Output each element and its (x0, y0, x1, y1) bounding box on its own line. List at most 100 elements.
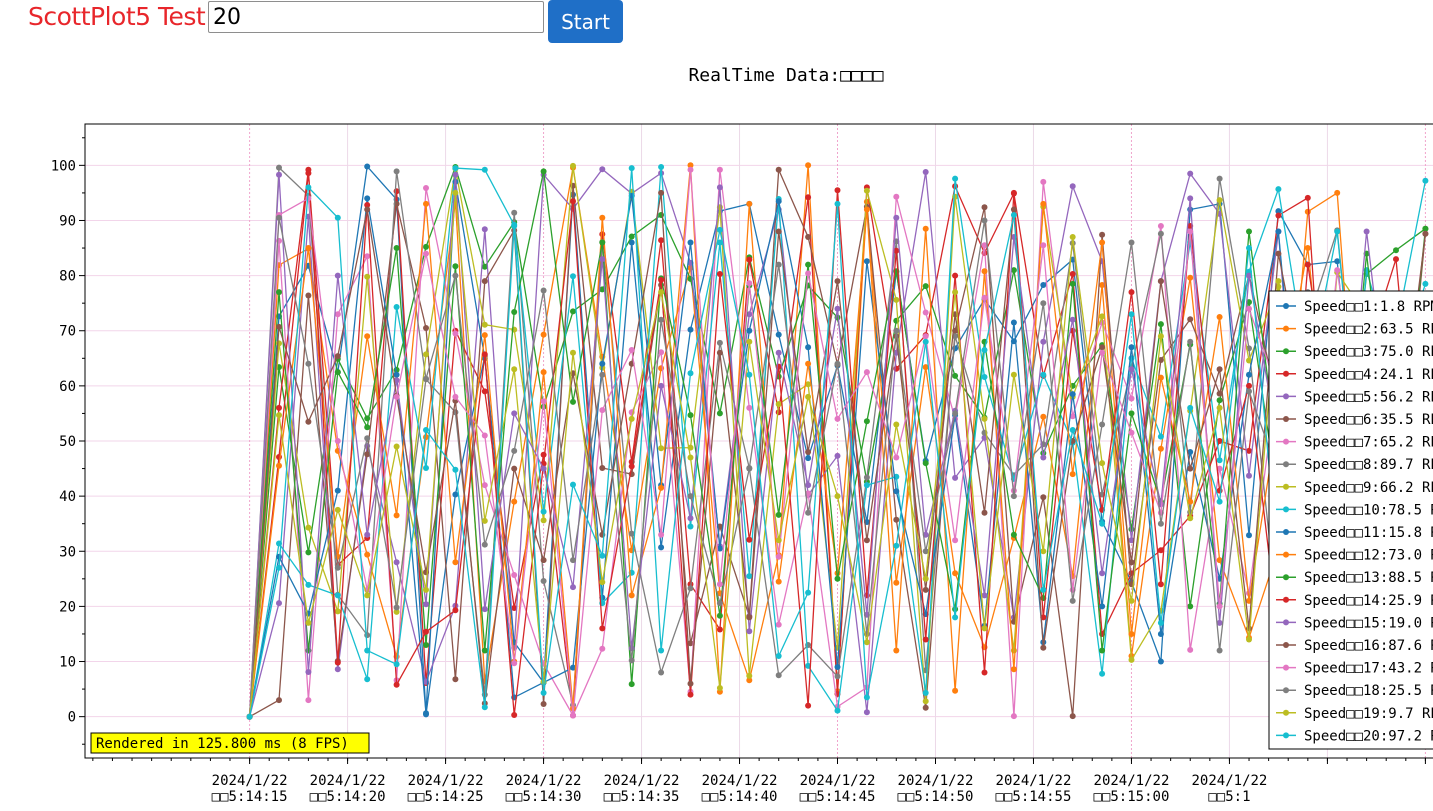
chart-title: RealTime Data:□□□□ (688, 65, 883, 86)
data-point (687, 515, 694, 522)
data-point (570, 705, 576, 712)
data-point (658, 669, 665, 676)
data-point (452, 491, 459, 498)
data-point (716, 226, 723, 233)
data-point (1246, 357, 1252, 364)
x-tick-label: 2024/1/22 □□5:14:50 (898, 773, 974, 805)
data-point (511, 712, 518, 718)
data-point (1128, 631, 1135, 637)
data-point (1187, 603, 1194, 610)
data-point (981, 294, 988, 301)
legend-marker (1283, 393, 1289, 400)
data-point (334, 272, 341, 279)
legend-label: Speed□□15:19.0 RPM (1304, 615, 1433, 631)
data-point (952, 570, 959, 577)
data-point (805, 360, 812, 367)
data-point (863, 418, 870, 425)
data-point (305, 619, 312, 626)
data-point (952, 333, 959, 340)
plot-area[interactable]: RealTime Data:□□□□ 0 10 20 30 40 50 60 70 80 90 10… (0, 50, 1433, 807)
data-point (1304, 208, 1311, 215)
data-point (305, 245, 312, 251)
data-point (393, 608, 400, 615)
data-point (1246, 532, 1252, 539)
data-point (628, 233, 635, 240)
data-point (1422, 177, 1429, 184)
legend-marker (1283, 664, 1289, 671)
data-point (1157, 278, 1164, 285)
data-point (922, 704, 929, 711)
data-point (1040, 242, 1047, 249)
data-point (922, 225, 929, 232)
data-point (423, 427, 429, 433)
data-point (599, 579, 606, 586)
series-16 (246, 189, 1429, 720)
data-point (1099, 670, 1106, 677)
data-point (687, 523, 694, 530)
data-point (658, 349, 665, 356)
data-point (1157, 520, 1164, 527)
data-point (1422, 280, 1429, 287)
x-tick-label: 2024/1/22 □□5:14:15 (212, 773, 288, 805)
data-point (570, 273, 576, 280)
data-point (1040, 178, 1047, 185)
start-button[interactable]: Start (548, 0, 623, 43)
data-point (863, 709, 870, 716)
data-point (658, 544, 665, 551)
data-point (334, 487, 341, 494)
data-point (863, 537, 870, 544)
data-point (1128, 559, 1135, 566)
data-point (1246, 272, 1252, 279)
data-point (540, 369, 547, 376)
data-point (1275, 228, 1282, 235)
data-point (276, 564, 282, 571)
data-point (952, 175, 959, 182)
legend-marker (1283, 483, 1289, 490)
data-point (599, 625, 606, 632)
data-point (1246, 636, 1252, 643)
y-tick-label: 70 (59, 324, 76, 340)
data-point (893, 296, 900, 303)
data-point (1099, 313, 1106, 320)
data-point (716, 612, 723, 619)
data-point (922, 698, 929, 705)
realtime-line-chart[interactable]: RealTime Data:□□□□ 0 10 20 30 40 50 60 70 80 90 10… (0, 50, 1433, 807)
data-point (834, 187, 841, 194)
data-point (1216, 404, 1223, 411)
data-point (1040, 371, 1047, 378)
data-point (893, 421, 900, 428)
data-point (834, 452, 841, 459)
series-count-input[interactable] (208, 1, 544, 33)
data-point (570, 664, 576, 671)
data-point (481, 166, 488, 173)
legend-label: Speed□□17:43.2 RPM (1304, 661, 1433, 677)
data-point (746, 338, 753, 345)
data-point (1275, 186, 1282, 193)
data-point (393, 512, 400, 519)
data-point (1157, 547, 1164, 554)
data-point (1069, 597, 1076, 604)
data-point (1187, 515, 1194, 522)
legend-label: Speed□□9:66.2 RPM (1304, 480, 1433, 496)
data-point (1040, 300, 1047, 307)
data-point (334, 369, 341, 376)
data-point (276, 171, 282, 178)
data-point (599, 407, 606, 414)
legend-label: Speed□□4:24.1 RPM (1304, 367, 1433, 383)
data-point (922, 309, 929, 316)
legend-item: Speed□□10:78.5 RPM (1276, 502, 1433, 518)
data-point (746, 628, 753, 635)
data-point (834, 415, 841, 422)
data-point (628, 239, 635, 246)
data-point (1099, 282, 1106, 288)
data-point (334, 214, 341, 221)
data-point (423, 642, 429, 648)
data-point (805, 449, 812, 455)
data-point (775, 537, 782, 544)
data-point (658, 445, 665, 452)
data-point (1040, 644, 1047, 651)
legend-marker (1283, 709, 1289, 716)
data-point (1099, 344, 1106, 351)
data-point (334, 438, 341, 444)
data-point (628, 681, 635, 688)
